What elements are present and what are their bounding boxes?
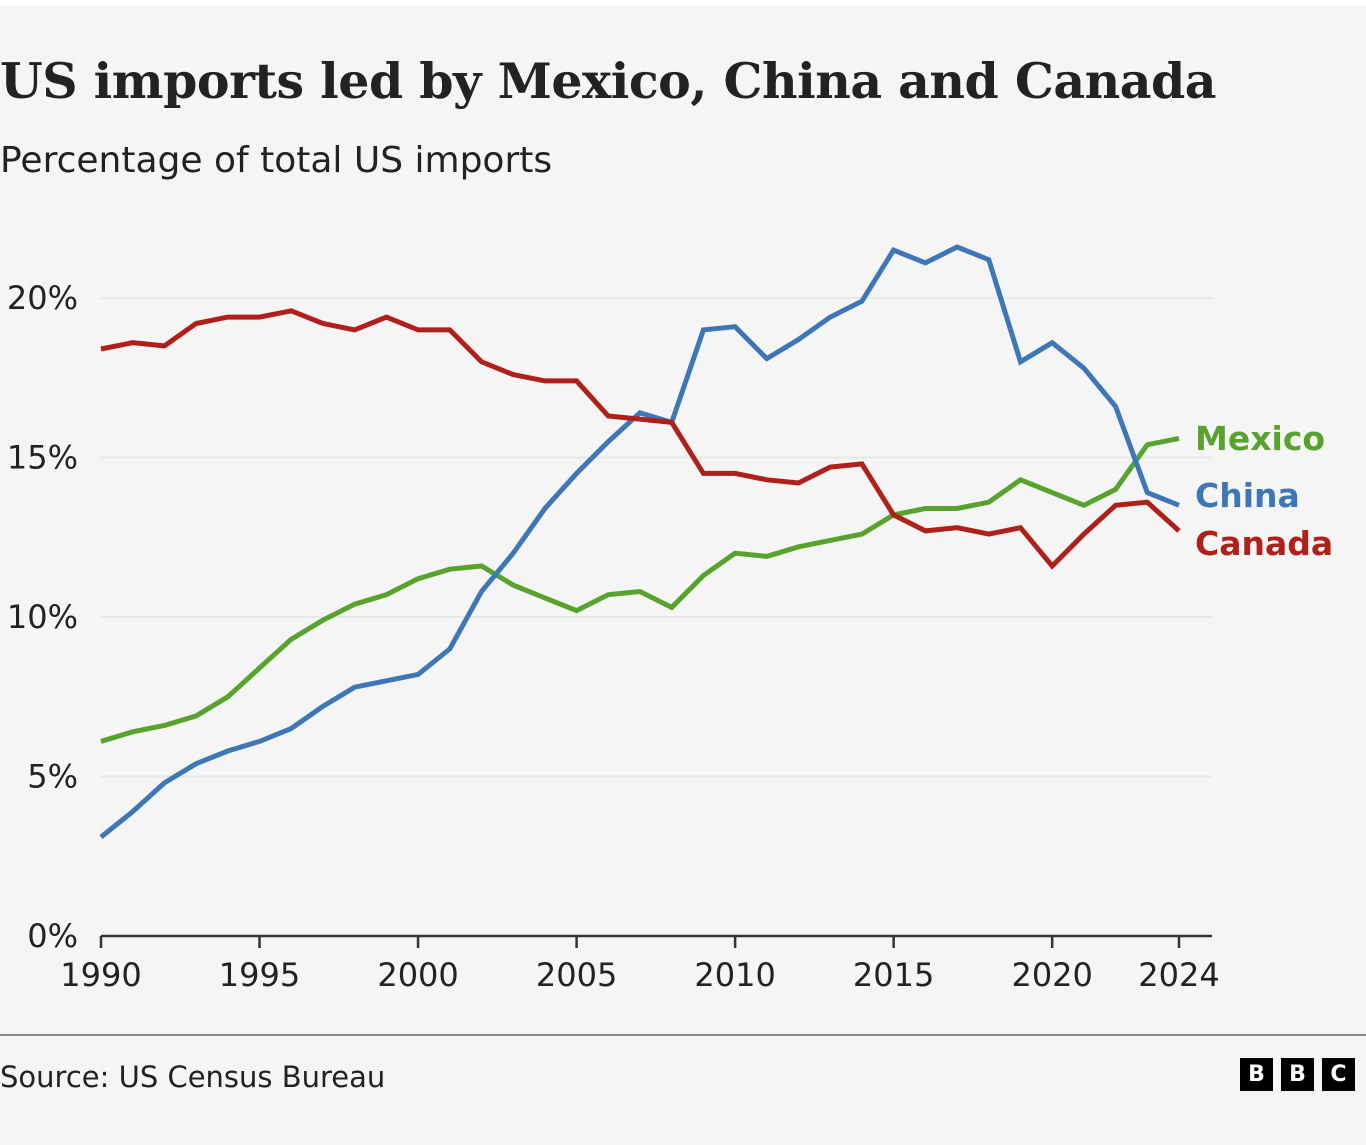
source-note: Source: US Census Bureau — [0, 1060, 386, 1094]
x-tick-label: 2000 — [377, 956, 458, 994]
x-tick-label: 2015 — [853, 956, 934, 994]
series-labels: Mexico China Canada — [1195, 419, 1333, 563]
series-line-china — [99, 244, 1180, 840]
series-label-mexico: Mexico — [1195, 419, 1325, 458]
y-tick-label: 5% — [27, 758, 78, 796]
y-axis: 0% 5% 10% 15% 20% — [7, 279, 78, 955]
x-tick-label: 2005 — [536, 956, 617, 994]
series-label-china: China — [1195, 476, 1300, 515]
chart-subtitle: Percentage of total US imports — [0, 140, 553, 181]
y-tick-label: 0% — [27, 917, 78, 955]
footer-divider — [0, 1034, 1366, 1036]
x-tick-label: 2024 — [1138, 956, 1219, 994]
y-tick-label: 15% — [7, 439, 78, 477]
y-tick-label: 10% — [7, 598, 78, 636]
chart-title: US imports led by Mexico, China and Cana… — [0, 52, 1216, 110]
series-lines — [99, 244, 1181, 840]
bbc-logo-letter: B — [1240, 1058, 1273, 1091]
series-label-canada: Canada — [1195, 524, 1333, 563]
x-axis: 1990 1995 2000 2005 2010 2015 2020 2024 — [60, 934, 1220, 994]
bbc-logo: B B C — [1240, 1058, 1355, 1091]
y-tick-label: 20% — [7, 279, 78, 317]
bbc-logo-letter: C — [1322, 1058, 1355, 1091]
chart-panel — [0, 6, 1366, 1145]
x-tick-label: 1995 — [219, 956, 300, 994]
bbc-logo-letter: B — [1281, 1058, 1314, 1091]
gridlines — [101, 297, 1212, 778]
x-tick-label: 1990 — [60, 956, 141, 994]
series-line-canada — [100, 308, 1181, 570]
x-tick-label: 2020 — [1011, 956, 1092, 994]
series-line-mexico — [100, 435, 1180, 744]
x-tick-label: 2010 — [694, 956, 775, 994]
